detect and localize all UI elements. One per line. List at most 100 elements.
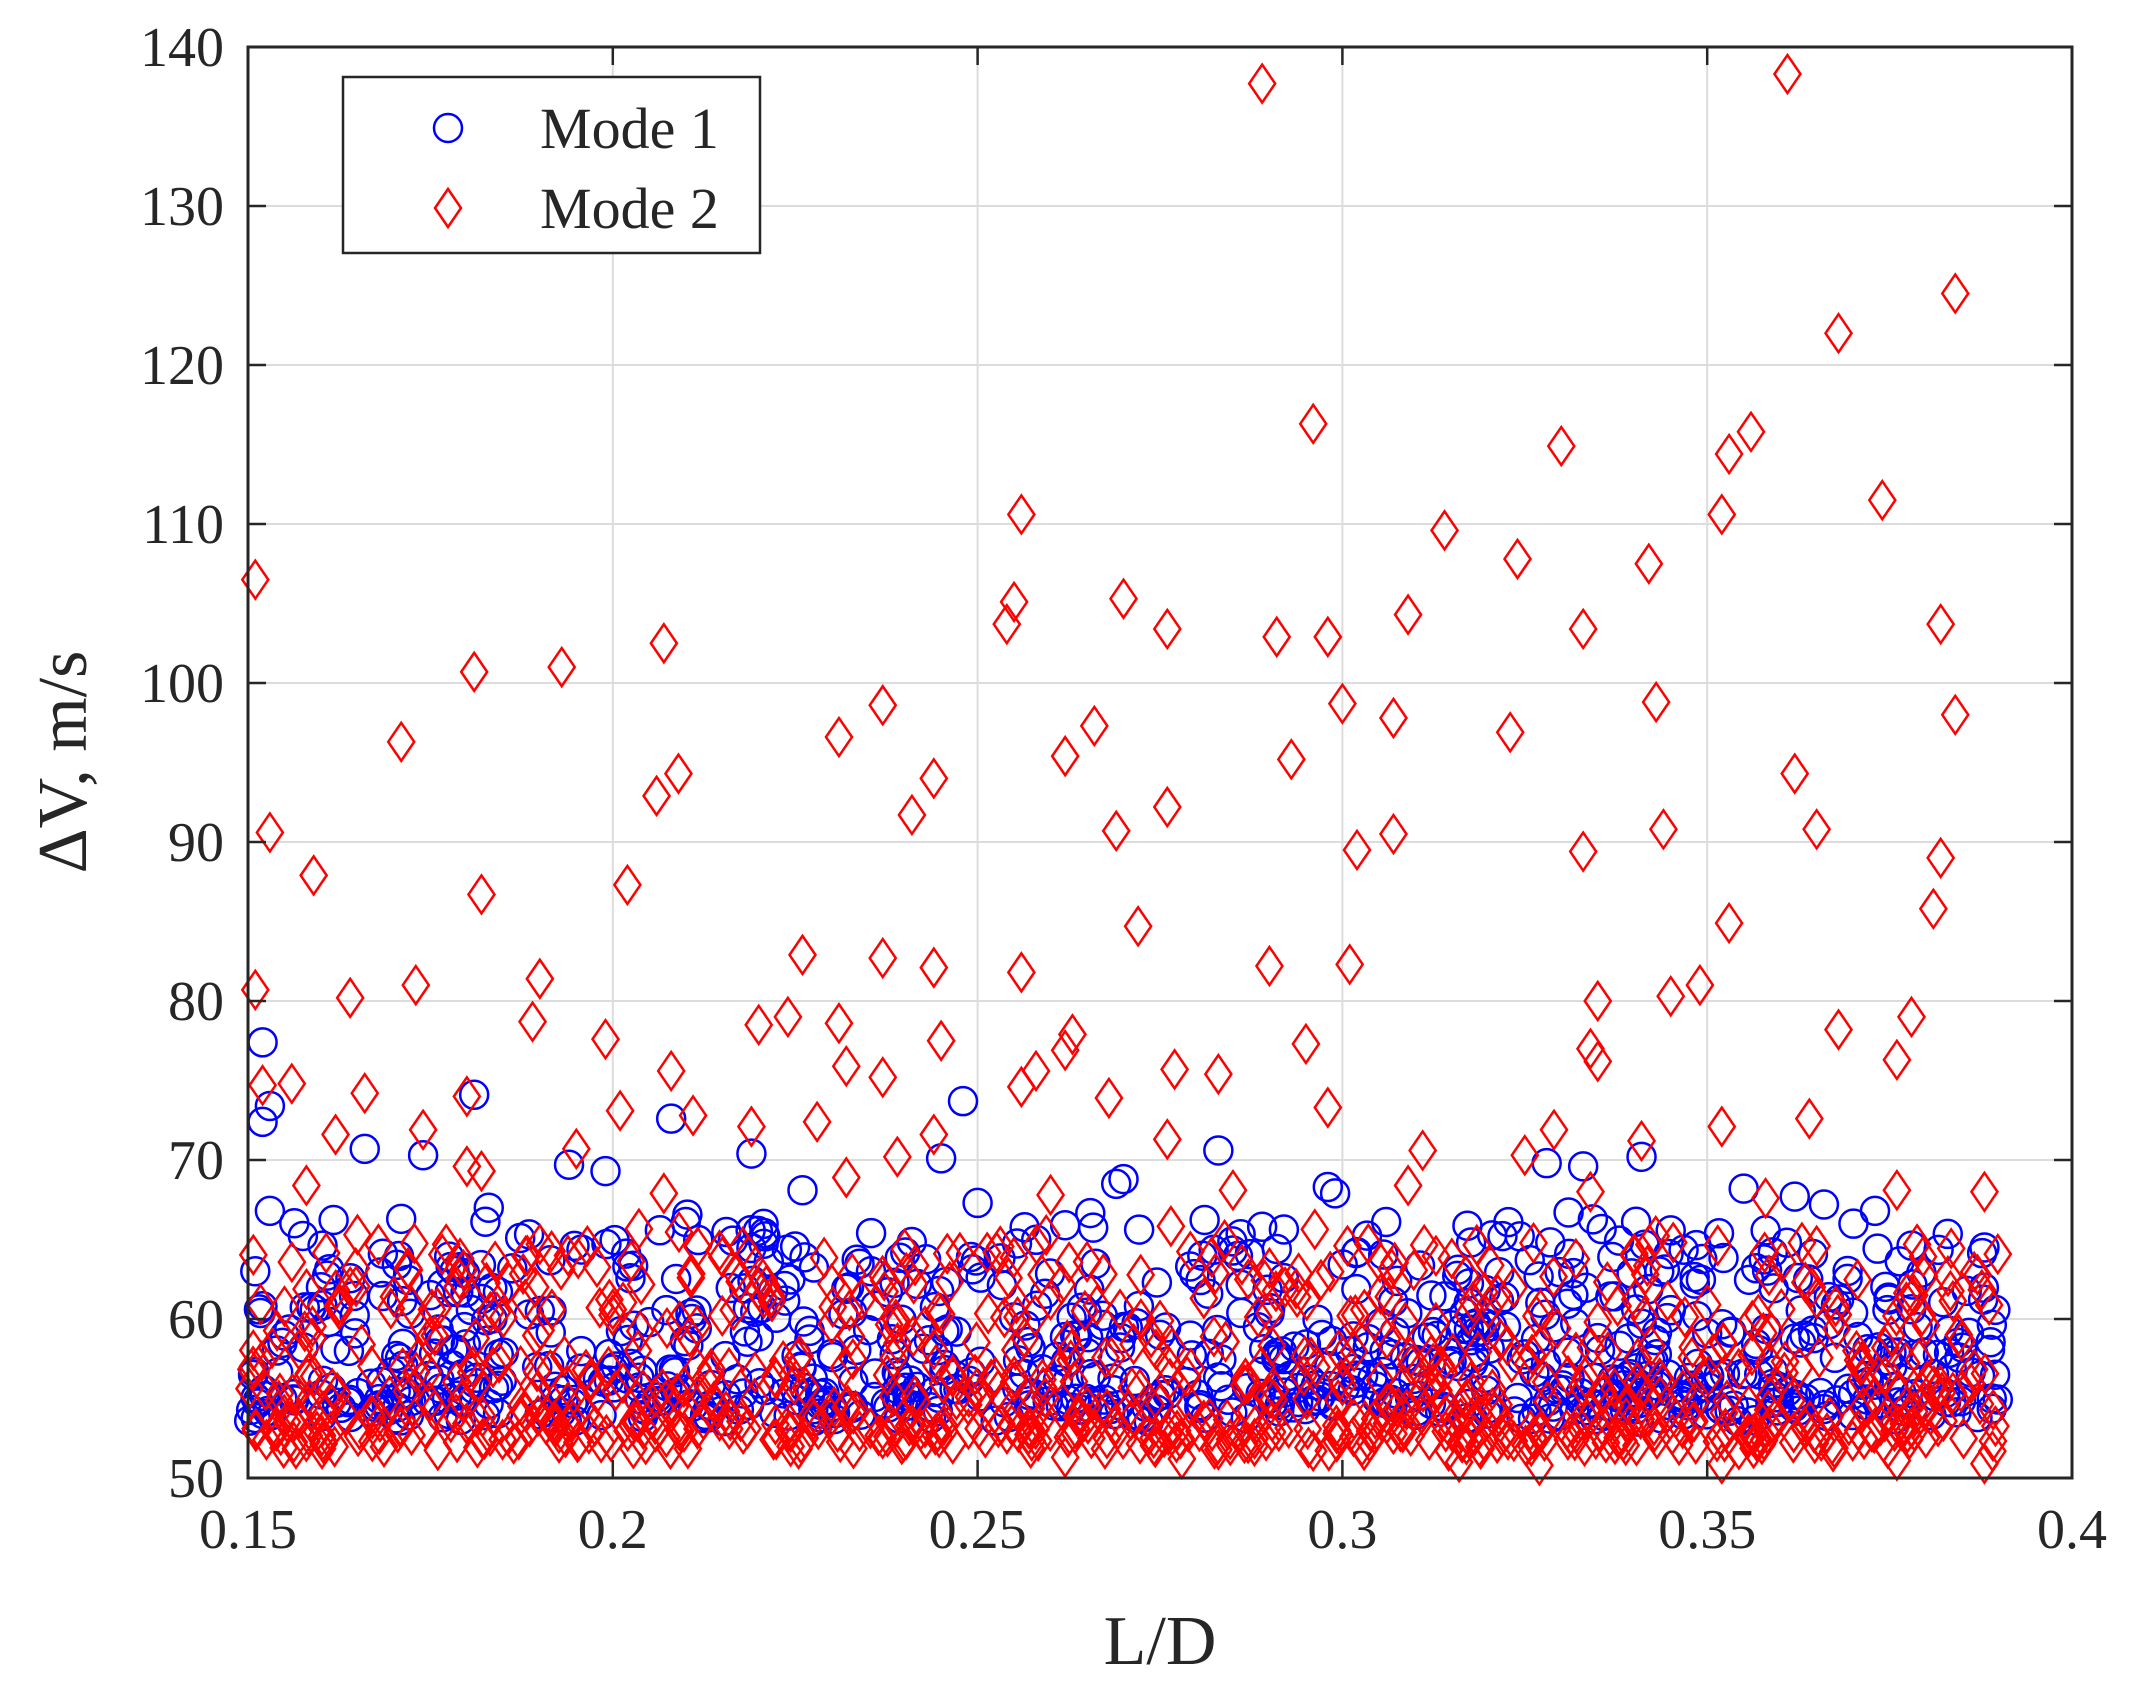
mode2-point <box>259 1409 289 1452</box>
y-tick-label: 140 <box>140 17 224 79</box>
mode2-point <box>836 1314 866 1358</box>
mode2-point <box>586 1421 616 1464</box>
mode1-point <box>1087 1300 1119 1332</box>
mode2-point <box>563 1237 593 1280</box>
mode1-point <box>1553 1197 1584 1228</box>
mode2-point <box>1152 785 1182 829</box>
mode2-point <box>1944 1313 1974 1357</box>
mode2-point <box>989 1296 1019 1339</box>
y-tick-label: 110 <box>142 494 224 556</box>
mode1-point <box>1341 1236 1373 1268</box>
mode2-point <box>410 1406 440 1450</box>
mode1-point <box>289 1292 320 1323</box>
mode2-point <box>749 1276 779 1320</box>
mode2-point <box>824 1002 854 1045</box>
mode2-point <box>1843 1258 1873 1301</box>
mode2-point <box>321 1268 351 1312</box>
mode2-point <box>1600 1423 1630 1466</box>
mode2-point <box>1767 1240 1797 1284</box>
mode2-point <box>1703 1224 1733 1267</box>
mode2-point <box>1264 1409 1294 1453</box>
mode2-point <box>997 1403 1027 1447</box>
mode2-point <box>488 1296 518 1339</box>
mode2-point <box>1254 944 1284 988</box>
mode1-point <box>1969 1232 2000 1263</box>
mode2-point <box>582 1245 612 1289</box>
mode1-point <box>1338 1321 1369 1352</box>
mode2-point <box>1525 1288 1555 1331</box>
mode2-point <box>1290 1334 1320 1378</box>
mode1-point <box>367 1280 399 1312</box>
mode2-point <box>928 1362 958 1405</box>
mode2-point <box>1378 1412 1408 1456</box>
mode2-point <box>1940 272 1970 315</box>
mode2-point <box>1153 1343 1183 1386</box>
mode2-point <box>1912 1359 1943 1403</box>
mode2-point <box>1603 1284 1633 1328</box>
mode1-point <box>1822 1385 1853 1416</box>
mode2-point <box>663 752 693 795</box>
mode2-point <box>451 1402 481 1445</box>
mode2-point <box>261 1409 291 1452</box>
mode2-point <box>1634 542 1664 585</box>
mode2-point <box>1619 1232 1649 1276</box>
mode2-point <box>864 1414 894 1457</box>
mode2-point <box>894 1404 924 1447</box>
y-tick-label: 120 <box>140 335 224 397</box>
mode2-point <box>1064 1393 1094 1436</box>
mode2-point <box>1444 1440 1474 1484</box>
mode2-point <box>292 1267 322 1311</box>
mode2-point <box>1739 1426 1769 1470</box>
mode2-point <box>1021 1407 1051 1451</box>
mode2-point <box>417 1288 447 1331</box>
mode2-point <box>1438 1332 1468 1375</box>
mode2-point <box>1707 1105 1737 1148</box>
mode2-point <box>445 1237 475 1280</box>
mode2-point <box>284 1397 314 1440</box>
x-tick-label: 0.3 <box>1307 1499 1377 1561</box>
mode2-point <box>868 1056 898 1099</box>
mode2-point <box>992 1412 1022 1456</box>
mode2-point <box>623 1329 653 1372</box>
mode1-point <box>859 1358 891 1389</box>
mode2-point <box>246 1283 276 1326</box>
mode1-point <box>1226 1297 1257 1329</box>
mode2-point <box>605 1089 635 1132</box>
mode1-point <box>1599 1281 1630 1312</box>
mode2-point <box>972 1231 1002 1274</box>
mode2-point <box>544 1421 574 1464</box>
mode2-point <box>1743 1293 1773 1336</box>
mode1-point <box>1655 1215 1686 1246</box>
mode2-point <box>960 1353 990 1396</box>
mode2-point <box>736 1105 766 1148</box>
mode2-point <box>773 995 803 1039</box>
mode2-point <box>1647 1362 1678 1405</box>
mode2-point <box>834 1289 864 1332</box>
mode2-point <box>1909 1255 1939 1298</box>
mode2-point <box>1495 711 1525 754</box>
mode2-point <box>1510 1134 1540 1177</box>
mode2-point <box>1050 1029 1080 1072</box>
mode2-point <box>290 1310 320 1353</box>
mode2-point <box>1848 1342 1878 1385</box>
mode1-point <box>1075 1197 1106 1229</box>
mode2-point <box>1980 1404 2010 1448</box>
mode2-point <box>335 976 365 1020</box>
mode2-point <box>1364 1305 1394 1349</box>
mode2-point <box>295 1378 325 1421</box>
mode2-point <box>515 1405 545 1448</box>
mode2-point <box>1328 1335 1358 1378</box>
mode2-point <box>1036 1278 1066 1322</box>
mode2-point <box>760 1355 790 1398</box>
mode2-point <box>356 1393 386 1437</box>
mode2-point <box>1175 1383 1205 1426</box>
mode2-point <box>499 1422 529 1465</box>
mode1-point <box>1487 1220 1518 1252</box>
mode2-point <box>1284 1252 1314 1295</box>
mode2-point <box>919 946 949 989</box>
mode2-point <box>1693 1355 1723 1398</box>
mode2-point <box>1313 615 1343 659</box>
mode2-point <box>1056 1328 1086 1372</box>
mode2-point <box>1502 537 1533 581</box>
